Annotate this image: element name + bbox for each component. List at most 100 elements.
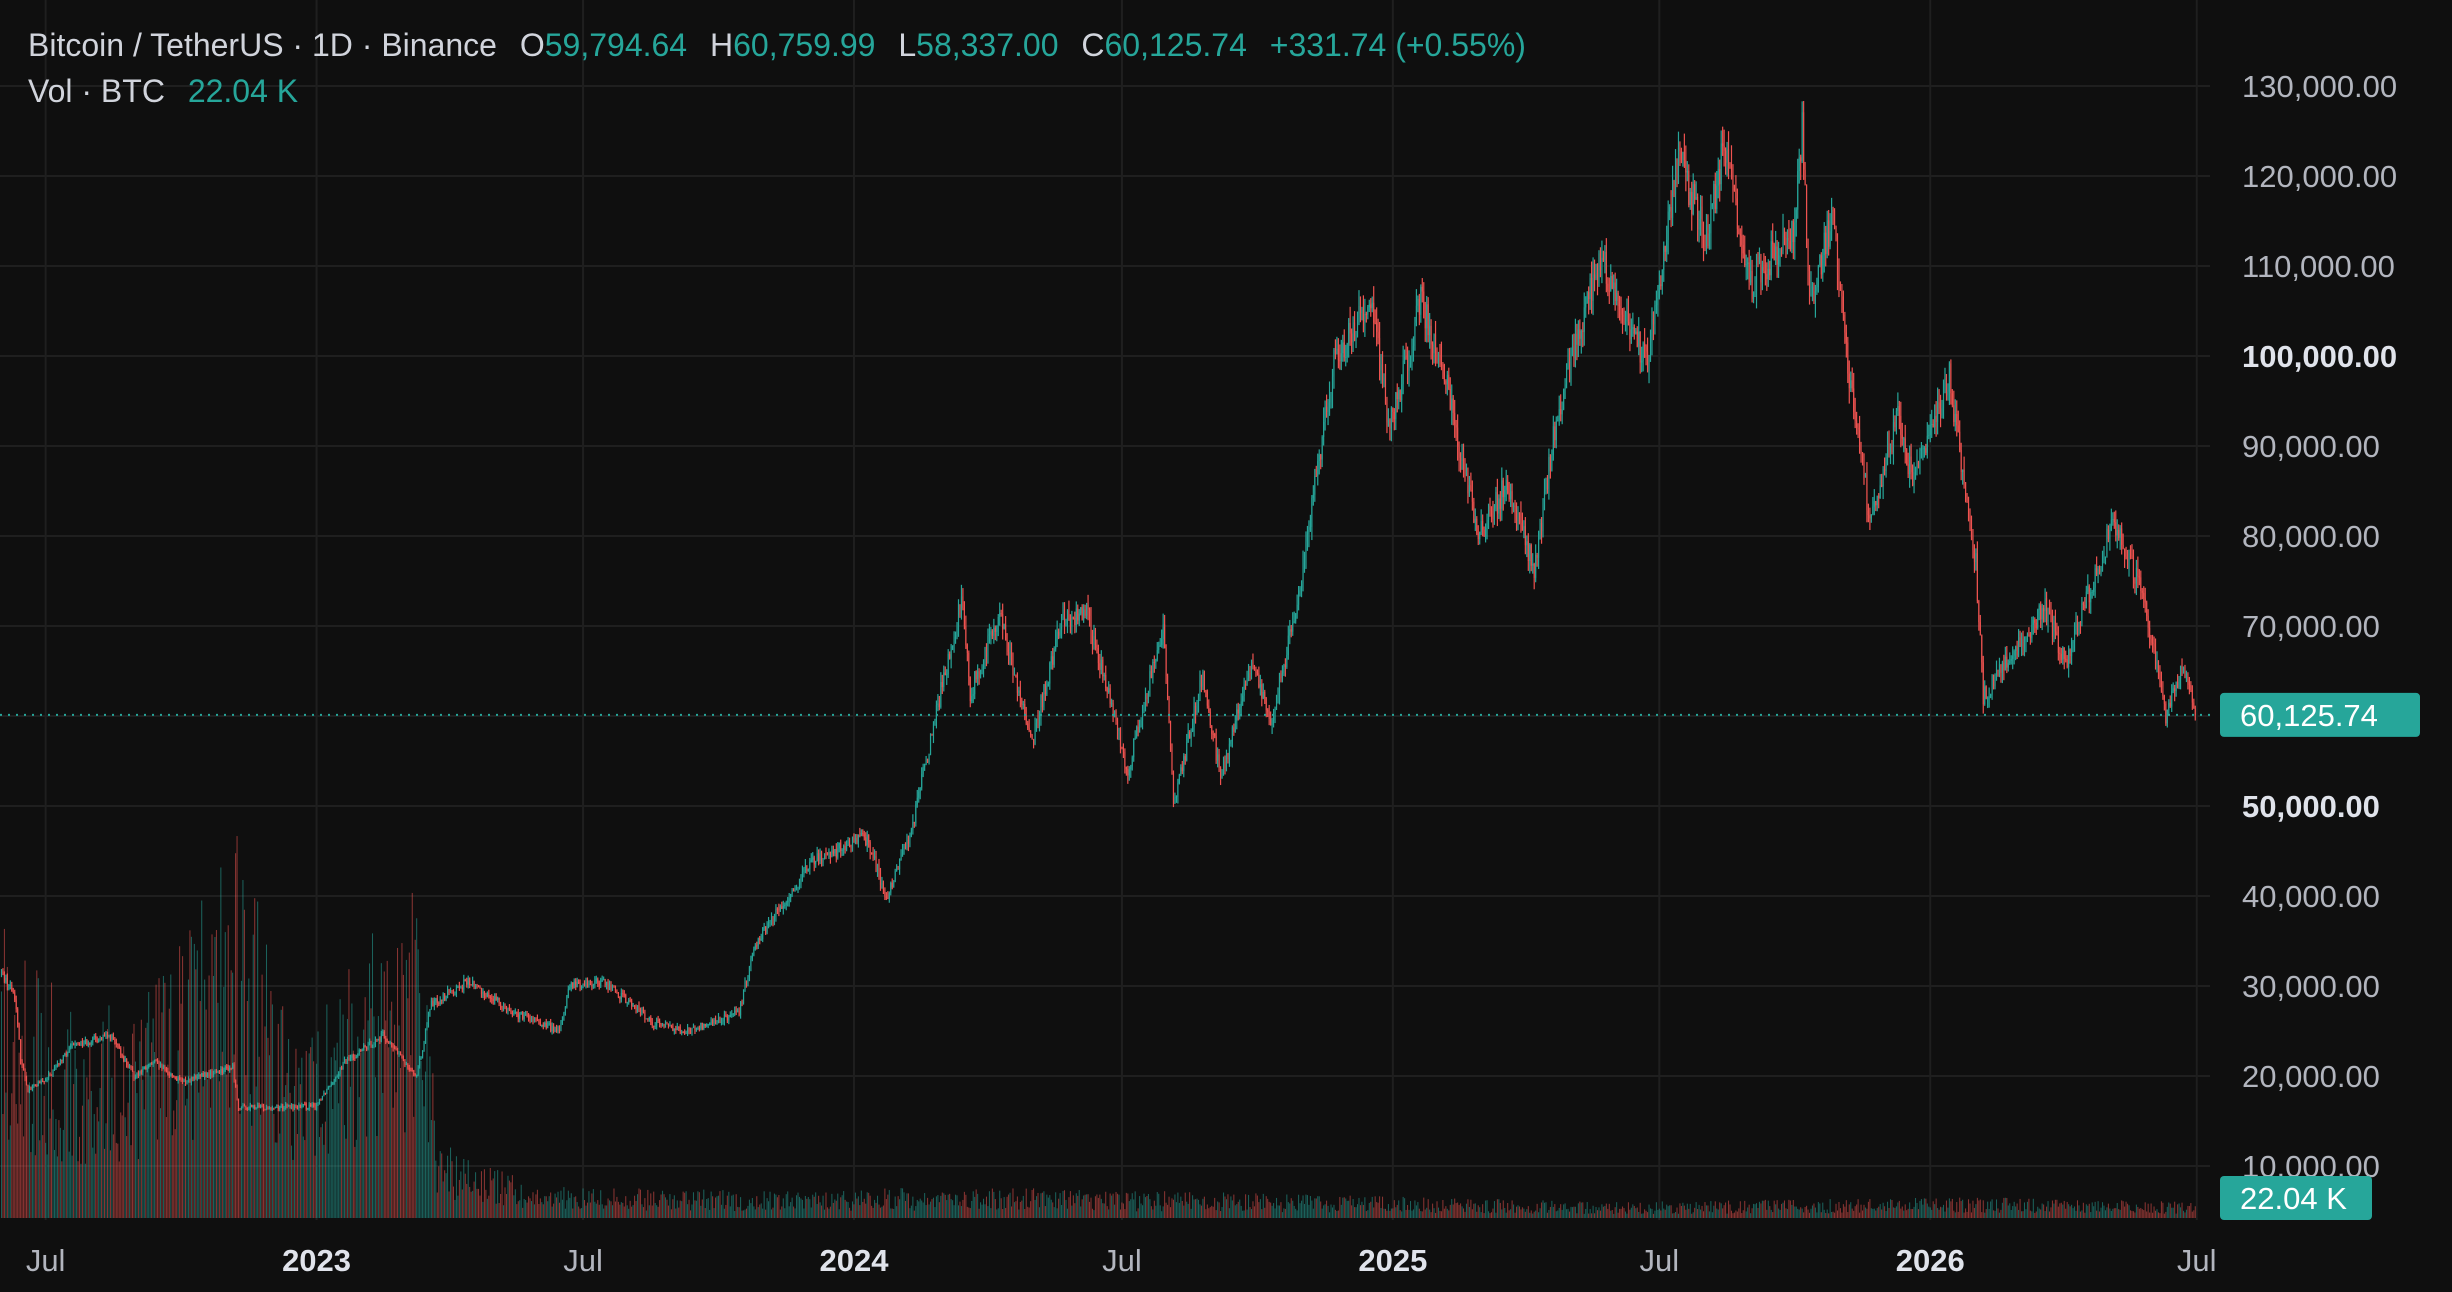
volume-bar	[1966, 1211, 1968, 1218]
candle-body	[826, 854, 828, 856]
candle-body	[704, 1023, 706, 1027]
volume-bar	[687, 1204, 689, 1218]
candle-body	[1663, 246, 1665, 270]
volume-bar	[1205, 1209, 1207, 1218]
volume-bar	[1829, 1199, 1831, 1218]
volume-bar	[1424, 1209, 1426, 1218]
volume-bar	[1295, 1208, 1297, 1218]
volume-bar	[1445, 1206, 1447, 1218]
candle-body	[59, 1059, 61, 1066]
candle-body	[1084, 609, 1086, 616]
volume-bar	[1557, 1210, 1559, 1218]
volume-bar	[969, 1208, 971, 1218]
candle-body	[1707, 224, 1709, 247]
candle-body	[1794, 222, 1796, 242]
candle-body	[609, 985, 611, 990]
candle-body	[525, 1014, 527, 1016]
volume-label[interactable]: Vol · BTC	[28, 73, 165, 109]
candle-body	[332, 1082, 334, 1085]
candle-body	[1072, 617, 1074, 619]
candle-body	[678, 1026, 680, 1028]
volume-bar	[1206, 1204, 1208, 1218]
candle-body	[1895, 410, 1897, 428]
volume-bar	[1607, 1208, 1609, 1218]
volume-bar	[1758, 1201, 1760, 1218]
volume-bar	[1504, 1207, 1506, 1218]
candle-body	[2188, 680, 2190, 685]
volume-bar	[738, 1207, 740, 1218]
candle-body	[1931, 423, 1933, 425]
candle-body	[922, 767, 924, 775]
candle-body	[1457, 427, 1459, 447]
candle-body	[1720, 143, 1722, 185]
volume-bar	[776, 1197, 778, 1218]
candle-body	[660, 1024, 662, 1027]
volume-bar	[1211, 1205, 1213, 1218]
volume-bar	[1541, 1202, 1543, 1218]
symbol-title[interactable]: Bitcoin / TetherUS · 1D · Binance	[28, 27, 497, 63]
volume-bar	[274, 1142, 276, 1218]
candle-body	[117, 1043, 119, 1046]
volume-bar	[1449, 1204, 1451, 1218]
volume-bar	[445, 1173, 447, 1218]
volume-bar	[994, 1199, 996, 1218]
candle-body	[1567, 361, 1569, 368]
candle-body	[344, 1059, 346, 1063]
candle-body	[33, 1085, 35, 1087]
volume-bar	[1957, 1211, 1959, 1218]
candle-body	[2115, 522, 2117, 536]
volume-bar	[663, 1194, 665, 1218]
volume-bar	[1278, 1205, 1280, 1218]
candle-body	[298, 1104, 300, 1110]
volume-bar	[1694, 1207, 1696, 1218]
candle-body	[1632, 327, 1634, 330]
volume-bar	[96, 1107, 98, 1218]
candle-body	[1298, 590, 1300, 605]
candle-body	[1501, 480, 1503, 509]
candle-body	[427, 1015, 429, 1025]
candle-body	[570, 982, 572, 988]
volume-bar	[411, 892, 413, 1218]
volume-bar	[433, 1120, 435, 1218]
candle-body	[598, 982, 600, 987]
volume-bar	[1056, 1208, 1058, 1218]
candle-body	[1605, 251, 1607, 284]
last-price-label: 60,125.74	[2240, 698, 2378, 733]
volume-bar	[1028, 1207, 1030, 1218]
volume-bar	[710, 1191, 712, 1218]
volume-bar	[2079, 1211, 2081, 1218]
candle-body	[816, 853, 818, 861]
volume-bar	[24, 960, 26, 1218]
volume-bar	[639, 1189, 641, 1218]
candle-body	[2165, 703, 2167, 724]
volume-bar	[1214, 1197, 1216, 1218]
volume-bar	[2144, 1202, 2146, 1218]
candle-body	[1853, 388, 1855, 412]
candle-body	[1351, 333, 1353, 343]
candle-body	[1689, 191, 1691, 205]
candle-body	[17, 1009, 19, 1024]
volume-bar	[1726, 1213, 1728, 1218]
candle-body	[809, 861, 811, 870]
volume-bar	[797, 1192, 799, 1218]
candle-body	[1027, 723, 1029, 728]
volume-bar	[794, 1208, 796, 1218]
candle-body	[2113, 519, 2115, 523]
candle-body	[589, 983, 591, 985]
candle-body	[1975, 553, 1977, 562]
volume-bar	[1348, 1200, 1350, 1218]
candle-body	[1389, 418, 1391, 429]
volume-bar	[1356, 1204, 1359, 1218]
volume-bar	[1274, 1208, 1276, 1218]
volume-bar	[2003, 1197, 2005, 1218]
candle-body	[1252, 662, 1254, 667]
volume-bar	[722, 1190, 724, 1218]
volume-bar	[594, 1201, 596, 1218]
candle-body	[1502, 480, 1504, 498]
candle-body	[2004, 656, 2006, 671]
volume-bar	[1036, 1196, 1038, 1218]
time-axis[interactable]: Jul 2023 Jul 2024 Jul 2025 Jul 2026 Jul	[26, 1243, 2217, 1278]
volume-bar	[1412, 1209, 1414, 1218]
volume-bar	[2015, 1206, 2017, 1218]
